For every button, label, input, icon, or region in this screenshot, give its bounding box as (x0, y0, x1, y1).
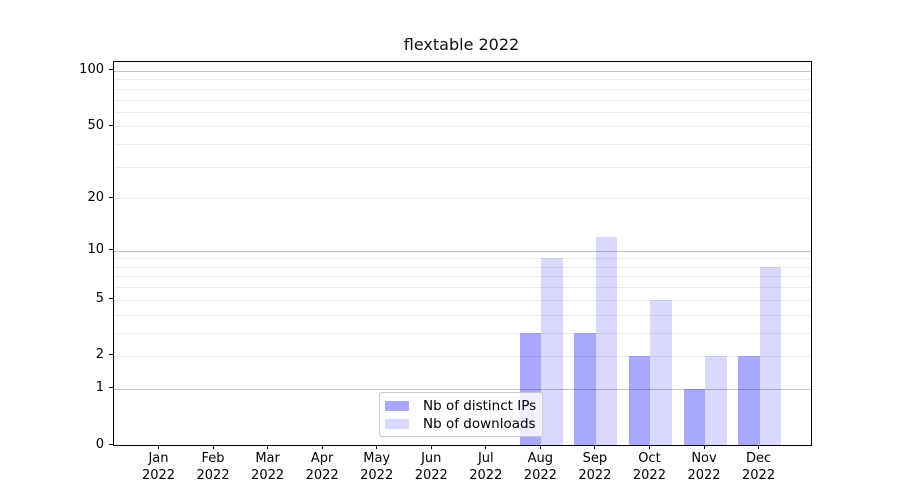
y-tick-mark (109, 249, 113, 251)
x-tick-mark (212, 445, 214, 449)
gridline-minor (114, 258, 811, 260)
bar-downloads-sep (595, 237, 618, 445)
bar-distinct-ips-nov (683, 388, 705, 445)
gridline-minor (114, 266, 811, 268)
x-tick-label: Oct 2022 (632, 451, 666, 483)
plot-area: Nb of distinct IPs Nb of downloads (113, 61, 812, 446)
x-tick-mark (376, 445, 378, 449)
y-tick-label: 50 (87, 117, 104, 133)
y-tick-mark (109, 124, 113, 126)
y-tick-mark (109, 387, 113, 389)
x-tick-label: Mar 2022 (251, 451, 285, 483)
gridline-major (114, 70, 811, 72)
x-tick-label: Sep 2022 (578, 451, 612, 483)
gridline-minor (114, 276, 811, 278)
bar-distinct-ips-oct (628, 355, 651, 445)
x-tick-label: Jun 2022 (414, 451, 448, 483)
gridline-minor (114, 111, 811, 113)
legend: Nb of distinct IPs Nb of downloads (379, 392, 543, 437)
gridline-minor (114, 287, 811, 289)
y-tick-mark (109, 69, 113, 71)
gridline-minor (114, 355, 811, 357)
y-tick-mark (109, 298, 113, 300)
chart-title: flextable 2022 (403, 35, 520, 54)
gridline-minor (114, 198, 811, 200)
bar-downloads-oct (650, 299, 672, 445)
gridline-minor (114, 166, 811, 168)
x-tick-mark (648, 445, 650, 449)
gridline-minor (114, 88, 811, 90)
y-tick-label: 20 (87, 189, 104, 205)
x-tick-mark (321, 445, 323, 449)
y-tick-label: 10 (87, 242, 104, 258)
y-tick-mark (109, 443, 113, 445)
y-tick-label: 1 (95, 380, 104, 396)
gridline-minor (114, 332, 811, 334)
gridlines-layer (114, 62, 811, 445)
y-tick-label: 0 (95, 436, 104, 452)
gridline-minor (114, 314, 811, 316)
bar-distinct-ips-sep (574, 332, 596, 445)
legend-entry-downloads: Nb of downloads (385, 415, 542, 433)
x-tick-mark (267, 445, 269, 449)
bar-downloads-aug (541, 258, 563, 445)
x-tick-mark (485, 445, 487, 449)
x-tick-label: Aug 2022 (523, 451, 557, 483)
legend-label-distinct-ips: Nb of distinct IPs (423, 398, 537, 414)
x-tick-label: Nov 2022 (687, 451, 721, 483)
gridline-minor (114, 99, 811, 101)
y-tick-label: 100 (79, 62, 104, 78)
bars-layer (114, 62, 811, 445)
x-tick-label: Jan 2022 (141, 451, 176, 483)
x-tick-label: May 2022 (360, 451, 394, 483)
bar-distinct-ips-dec (738, 355, 760, 445)
x-tick-mark (758, 445, 760, 449)
legend-label-downloads: Nb of downloads (423, 416, 536, 432)
x-tick-mark (158, 445, 159, 449)
x-tick-mark (430, 445, 432, 449)
gridline-minor (114, 299, 811, 301)
legend-swatch-downloads (385, 419, 409, 429)
x-tick-label: Dec 2022 (742, 451, 776, 483)
legend-entry-distinct-ips: Nb of distinct IPs (385, 397, 542, 415)
x-tick-label: Jul 2022 (469, 451, 503, 483)
gridline-minor (114, 126, 811, 128)
bar-downloads-dec (759, 266, 782, 445)
y-tick-label: 5 (95, 291, 104, 307)
gridline-minor (114, 144, 811, 146)
bar-downloads-nov (705, 355, 727, 445)
y-tick-mark (109, 196, 113, 198)
x-tick-mark (703, 445, 705, 449)
gridline-major (114, 388, 811, 390)
legend-swatch-distinct-ips (385, 401, 409, 411)
x-tick-mark (594, 445, 596, 449)
x-tick-label: Feb 2022 (196, 451, 230, 483)
y-tick-label: 2 (95, 347, 104, 363)
gridline-major (114, 250, 811, 252)
x-tick-mark (539, 445, 541, 449)
y-tick-mark (109, 354, 113, 356)
x-tick-label: Apr 2022 (305, 451, 339, 483)
gridline-minor (114, 79, 811, 81)
